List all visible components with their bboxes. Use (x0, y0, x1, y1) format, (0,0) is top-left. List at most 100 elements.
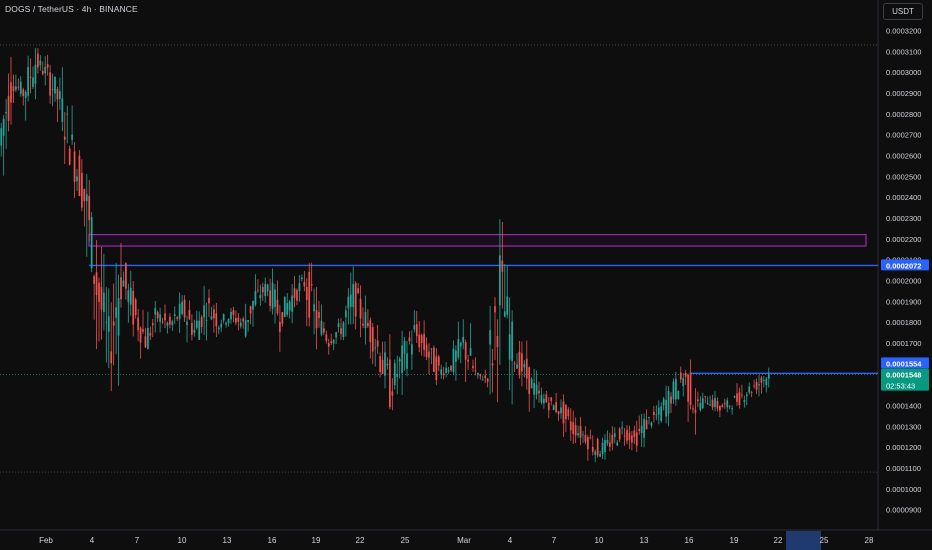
candle-body (296, 290, 298, 301)
candle-body (337, 323, 340, 328)
x-tick-label: 13 (640, 536, 649, 545)
candle-body (389, 359, 391, 408)
candle-body (415, 324, 418, 337)
candle-body (17, 86, 20, 88)
candle-body (589, 437, 592, 439)
y-tick-label: 0.0003100 (886, 47, 921, 56)
candle-body (521, 353, 523, 372)
candle-body (44, 66, 47, 74)
candle-body (305, 287, 308, 301)
candle-body (327, 343, 330, 347)
candle-body (242, 318, 245, 322)
x-tick-label: 25 (820, 536, 829, 545)
candle-body (76, 176, 78, 182)
candle-body (149, 333, 152, 336)
candle-body (0, 128, 3, 146)
candle-body (220, 323, 223, 328)
candle-body (640, 425, 643, 434)
candle-body (81, 172, 83, 208)
candle-body (616, 442, 619, 446)
candle-body (225, 322, 227, 325)
candle-body (574, 425, 577, 436)
currency-button[interactable]: USDT (883, 3, 923, 20)
candle-body (54, 76, 56, 94)
candle-body (535, 384, 538, 395)
candle-body (530, 378, 533, 389)
candle-body (310, 284, 313, 286)
candle-body (513, 363, 516, 365)
candle-body (753, 385, 755, 387)
candle-body (721, 405, 724, 408)
candle-body (49, 72, 51, 96)
candle-body (276, 299, 279, 314)
candle-body (78, 155, 81, 197)
candle-body (112, 321, 115, 326)
candle-body (557, 411, 560, 415)
candle-body (252, 300, 254, 310)
candle-body (203, 305, 205, 318)
candle-body (499, 255, 501, 306)
candle-body (10, 82, 12, 103)
candle-body (352, 284, 355, 307)
candle-body (420, 335, 423, 343)
x-tick-label: 4 (508, 536, 513, 545)
candle-body (687, 375, 689, 402)
candle-body (552, 405, 555, 410)
candle-body (643, 418, 645, 438)
candle-body (731, 408, 733, 410)
candle-body (274, 289, 276, 307)
candle-body (733, 396, 736, 398)
candle-body (115, 307, 117, 318)
x-tick-label: Mar (457, 536, 471, 545)
candle-body (506, 296, 509, 315)
candle-body (134, 299, 137, 315)
candle-body (137, 317, 139, 331)
x-tick-label: 7 (135, 536, 140, 545)
y-tick-label: 0.0002700 (886, 131, 921, 140)
y-tick-label: 0.0002400 (886, 193, 921, 202)
candle-body (215, 313, 218, 327)
x-tick-label: 13 (223, 536, 232, 545)
candle-body (655, 414, 658, 416)
candle-body (631, 435, 633, 443)
candle-body (743, 399, 746, 402)
candle-body (332, 339, 335, 344)
candle-body (623, 435, 626, 437)
candle-body (95, 272, 98, 296)
candle-body (547, 402, 550, 411)
candle-body (59, 91, 61, 99)
candle-body (39, 60, 42, 66)
candle-body (582, 434, 584, 436)
candle-body (584, 434, 587, 442)
candle-body (376, 340, 379, 347)
candle-body (151, 323, 154, 326)
candle-body (359, 298, 362, 319)
candle-body (606, 439, 609, 444)
candle-body (755, 381, 758, 390)
candle-body (653, 411, 655, 415)
candle-body (738, 392, 741, 406)
candle-body (719, 405, 721, 411)
candle-body (364, 312, 367, 329)
y-tick-label: 0.0001000 (886, 485, 921, 494)
candle-body (257, 289, 259, 291)
y-tick-label: 0.0001400 (886, 401, 921, 410)
candle-body (176, 317, 179, 319)
candle-body (132, 290, 135, 325)
candle-body (369, 320, 372, 342)
candle-body (22, 89, 25, 96)
y-tick-label: 0.0001800 (886, 318, 921, 327)
candle-body (455, 350, 457, 362)
candle-body (518, 351, 521, 376)
candle-body (90, 217, 93, 269)
candle-body (440, 369, 443, 375)
candle-body (34, 64, 37, 84)
y-tick-label: 0.0002600 (886, 151, 921, 160)
candle-body (618, 428, 621, 440)
candle-body (349, 294, 352, 307)
candle-body (599, 453, 601, 457)
candle-body (577, 433, 579, 436)
candle-body (425, 344, 428, 358)
x-tick-label: 19 (312, 536, 321, 545)
